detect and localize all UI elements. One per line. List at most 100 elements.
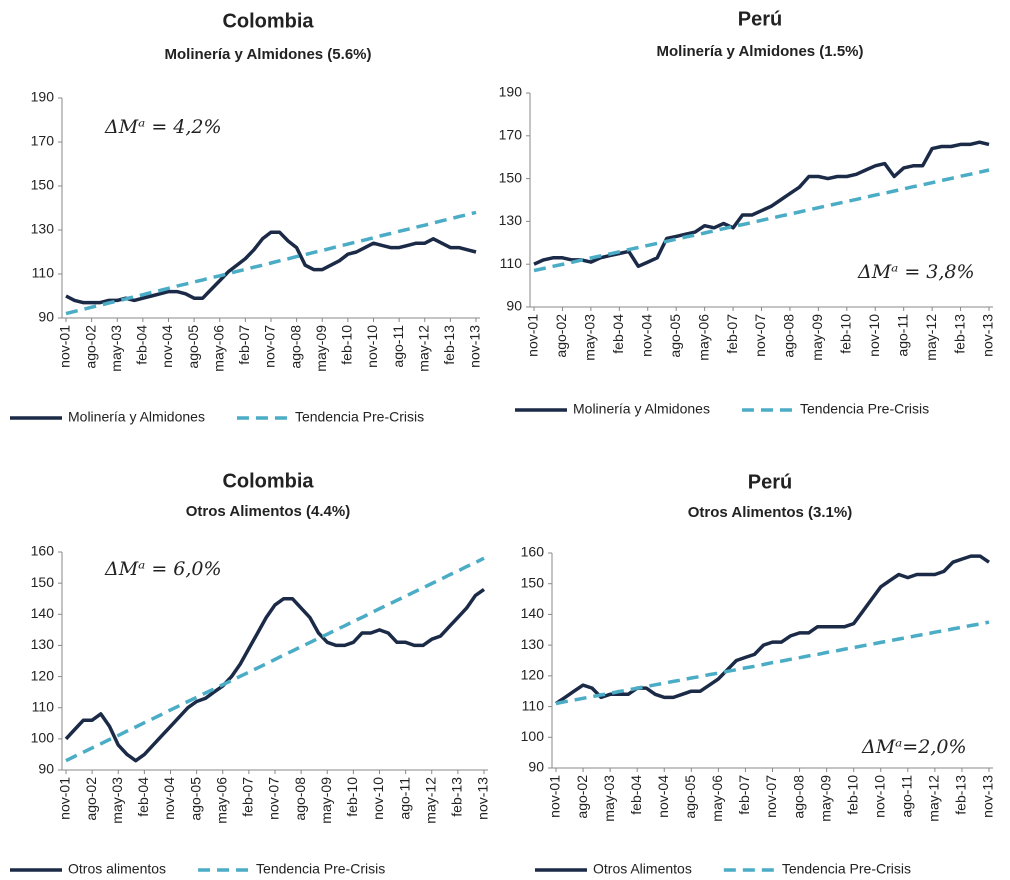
y-tick-label: 170	[31, 133, 55, 149]
x-tick-label: may-09	[318, 777, 334, 824]
x-tick-label: feb-13	[953, 775, 969, 815]
x-tick-label: ago-02	[82, 325, 98, 369]
y-tick-label: 90	[506, 298, 522, 314]
annotation: ΔMᵃ = 6,0%	[104, 558, 222, 580]
legend-label: Tendencia Pre-Crisis	[782, 861, 911, 877]
annotation: ΔMᵃ=2,0%	[861, 736, 967, 758]
x-tick-label: nov-10	[871, 775, 887, 818]
x-tick-label: may-06	[695, 314, 711, 361]
x-tick-label: nov-07	[763, 775, 779, 818]
x-tick-label: nov-13	[467, 325, 483, 368]
y-tick-label: 90	[528, 759, 544, 775]
chart-subtitle: Molinería y Almidones (1.5%)	[657, 43, 864, 60]
x-tick-label: nov-04	[161, 777, 177, 820]
x-tick-label: nov-13	[980, 314, 996, 357]
y-tick-label: 170	[499, 127, 523, 143]
x-tick-label: feb-13	[449, 777, 465, 817]
x-tick-label: ago-08	[790, 775, 806, 819]
chart-title: Colombia	[222, 470, 314, 492]
x-tick-label: may-06	[213, 777, 229, 824]
x-tick-label: may-12	[415, 325, 431, 372]
y-tick-label: 160	[521, 544, 545, 560]
legend-label: Tendencia Pre-Crisis	[800, 401, 929, 417]
x-tick-label: ago-05	[667, 314, 683, 358]
x-tick-label: nov-01	[547, 775, 563, 818]
y-tick-label: 110	[522, 697, 545, 713]
x-tick-label: ago-05	[682, 775, 698, 819]
series-line	[65, 556, 485, 763]
x-tick-label: feb-10	[339, 325, 355, 365]
x-tick-label: nov-04	[638, 314, 654, 357]
y-tick-label: 150	[31, 177, 55, 193]
x-tick-label: nov-01	[57, 777, 73, 820]
y-tick-label: 110	[500, 255, 523, 271]
y-tick-label: 130	[521, 636, 545, 652]
x-tick-label: ago-11	[390, 325, 406, 368]
x-tick-label: ago-02	[553, 314, 569, 358]
y-tick-label: 160	[31, 543, 55, 559]
x-tick-label: feb-04	[628, 775, 644, 815]
series-line	[555, 620, 990, 706]
series-line	[533, 140, 990, 269]
x-tick-label: feb-04	[610, 314, 626, 354]
x-tick-label: feb-13	[441, 325, 457, 365]
x-tick-label: nov-01	[57, 325, 73, 368]
x-tick-label: may-03	[601, 775, 617, 822]
chart-subtitle: Otros Alimentos (4.4%)	[186, 503, 350, 520]
x-tick-label: feb-04	[134, 325, 150, 365]
x-tick-label: may-06	[709, 775, 725, 822]
x-tick-label: may-06	[210, 325, 226, 372]
series-line	[533, 168, 990, 273]
x-tick-label: feb-07	[724, 314, 740, 354]
y-tick-label: 120	[31, 667, 55, 683]
x-tick-label: may-09	[817, 775, 833, 822]
x-tick-label: nov-04	[655, 775, 671, 818]
x-tick-label: ago-02	[574, 775, 590, 819]
x-tick-label: feb-07	[736, 775, 752, 815]
x-tick-label: ago-02	[83, 777, 99, 821]
legend-label: Otros alimentos	[68, 861, 166, 877]
series-line	[64, 587, 486, 763]
legend-label: Molinería y Almidones	[68, 409, 205, 425]
y-tick-label: 140	[31, 605, 55, 621]
x-tick-label: nov-10	[370, 777, 386, 820]
y-tick-label: 90	[38, 761, 54, 777]
annotation: ΔMᵃ = 4,2%	[104, 116, 222, 138]
y-tick-label: 190	[499, 84, 523, 100]
x-tick-label: feb-07	[240, 777, 256, 817]
x-tick-label: nov-01	[525, 314, 541, 357]
series-line	[65, 230, 477, 305]
x-tick-label: feb-13	[951, 314, 967, 354]
x-tick-label: may-03	[109, 777, 125, 824]
x-tick-label: nov-13	[980, 775, 996, 818]
chart-subtitle: Molinería y Almidones (5.6%)	[165, 46, 372, 63]
x-tick-label: may-09	[313, 325, 329, 372]
chart-title: Colombia	[222, 10, 314, 32]
y-tick-label: 110	[32, 698, 55, 714]
x-tick-label: ago-11	[899, 775, 915, 818]
y-tick-label: 110	[32, 265, 55, 281]
x-tick-label: nov-07	[752, 314, 768, 357]
y-tick-label: 150	[521, 574, 545, 590]
x-tick-label: feb-07	[236, 325, 252, 365]
x-tick-label: nov-10	[866, 314, 882, 357]
x-tick-label: ago-08	[287, 325, 303, 369]
x-tick-label: may-09	[809, 314, 825, 361]
x-tick-label: may-03	[108, 325, 124, 372]
legend-label: Tendencia Pre-Crisis	[295, 409, 424, 425]
x-tick-label: nov-04	[159, 325, 175, 368]
chart-subtitle: Otros Alimentos (3.1%)	[688, 504, 852, 521]
y-tick-label: 130	[499, 212, 523, 228]
y-tick-label: 130	[31, 636, 55, 652]
chart-title: Perú	[748, 471, 792, 493]
x-tick-label: nov-13	[475, 777, 491, 820]
series-line	[65, 210, 477, 316]
x-tick-label: feb-10	[344, 777, 360, 817]
x-tick-label: feb-10	[844, 775, 860, 815]
x-tick-label: feb-04	[135, 777, 151, 817]
annotation: ΔMᵃ = 3,8%	[857, 261, 975, 283]
x-tick-label: nov-10	[364, 325, 380, 368]
series-line	[555, 554, 990, 705]
legend-label: Tendencia Pre-Crisis	[256, 861, 385, 877]
x-tick-label: ago-08	[781, 314, 797, 358]
